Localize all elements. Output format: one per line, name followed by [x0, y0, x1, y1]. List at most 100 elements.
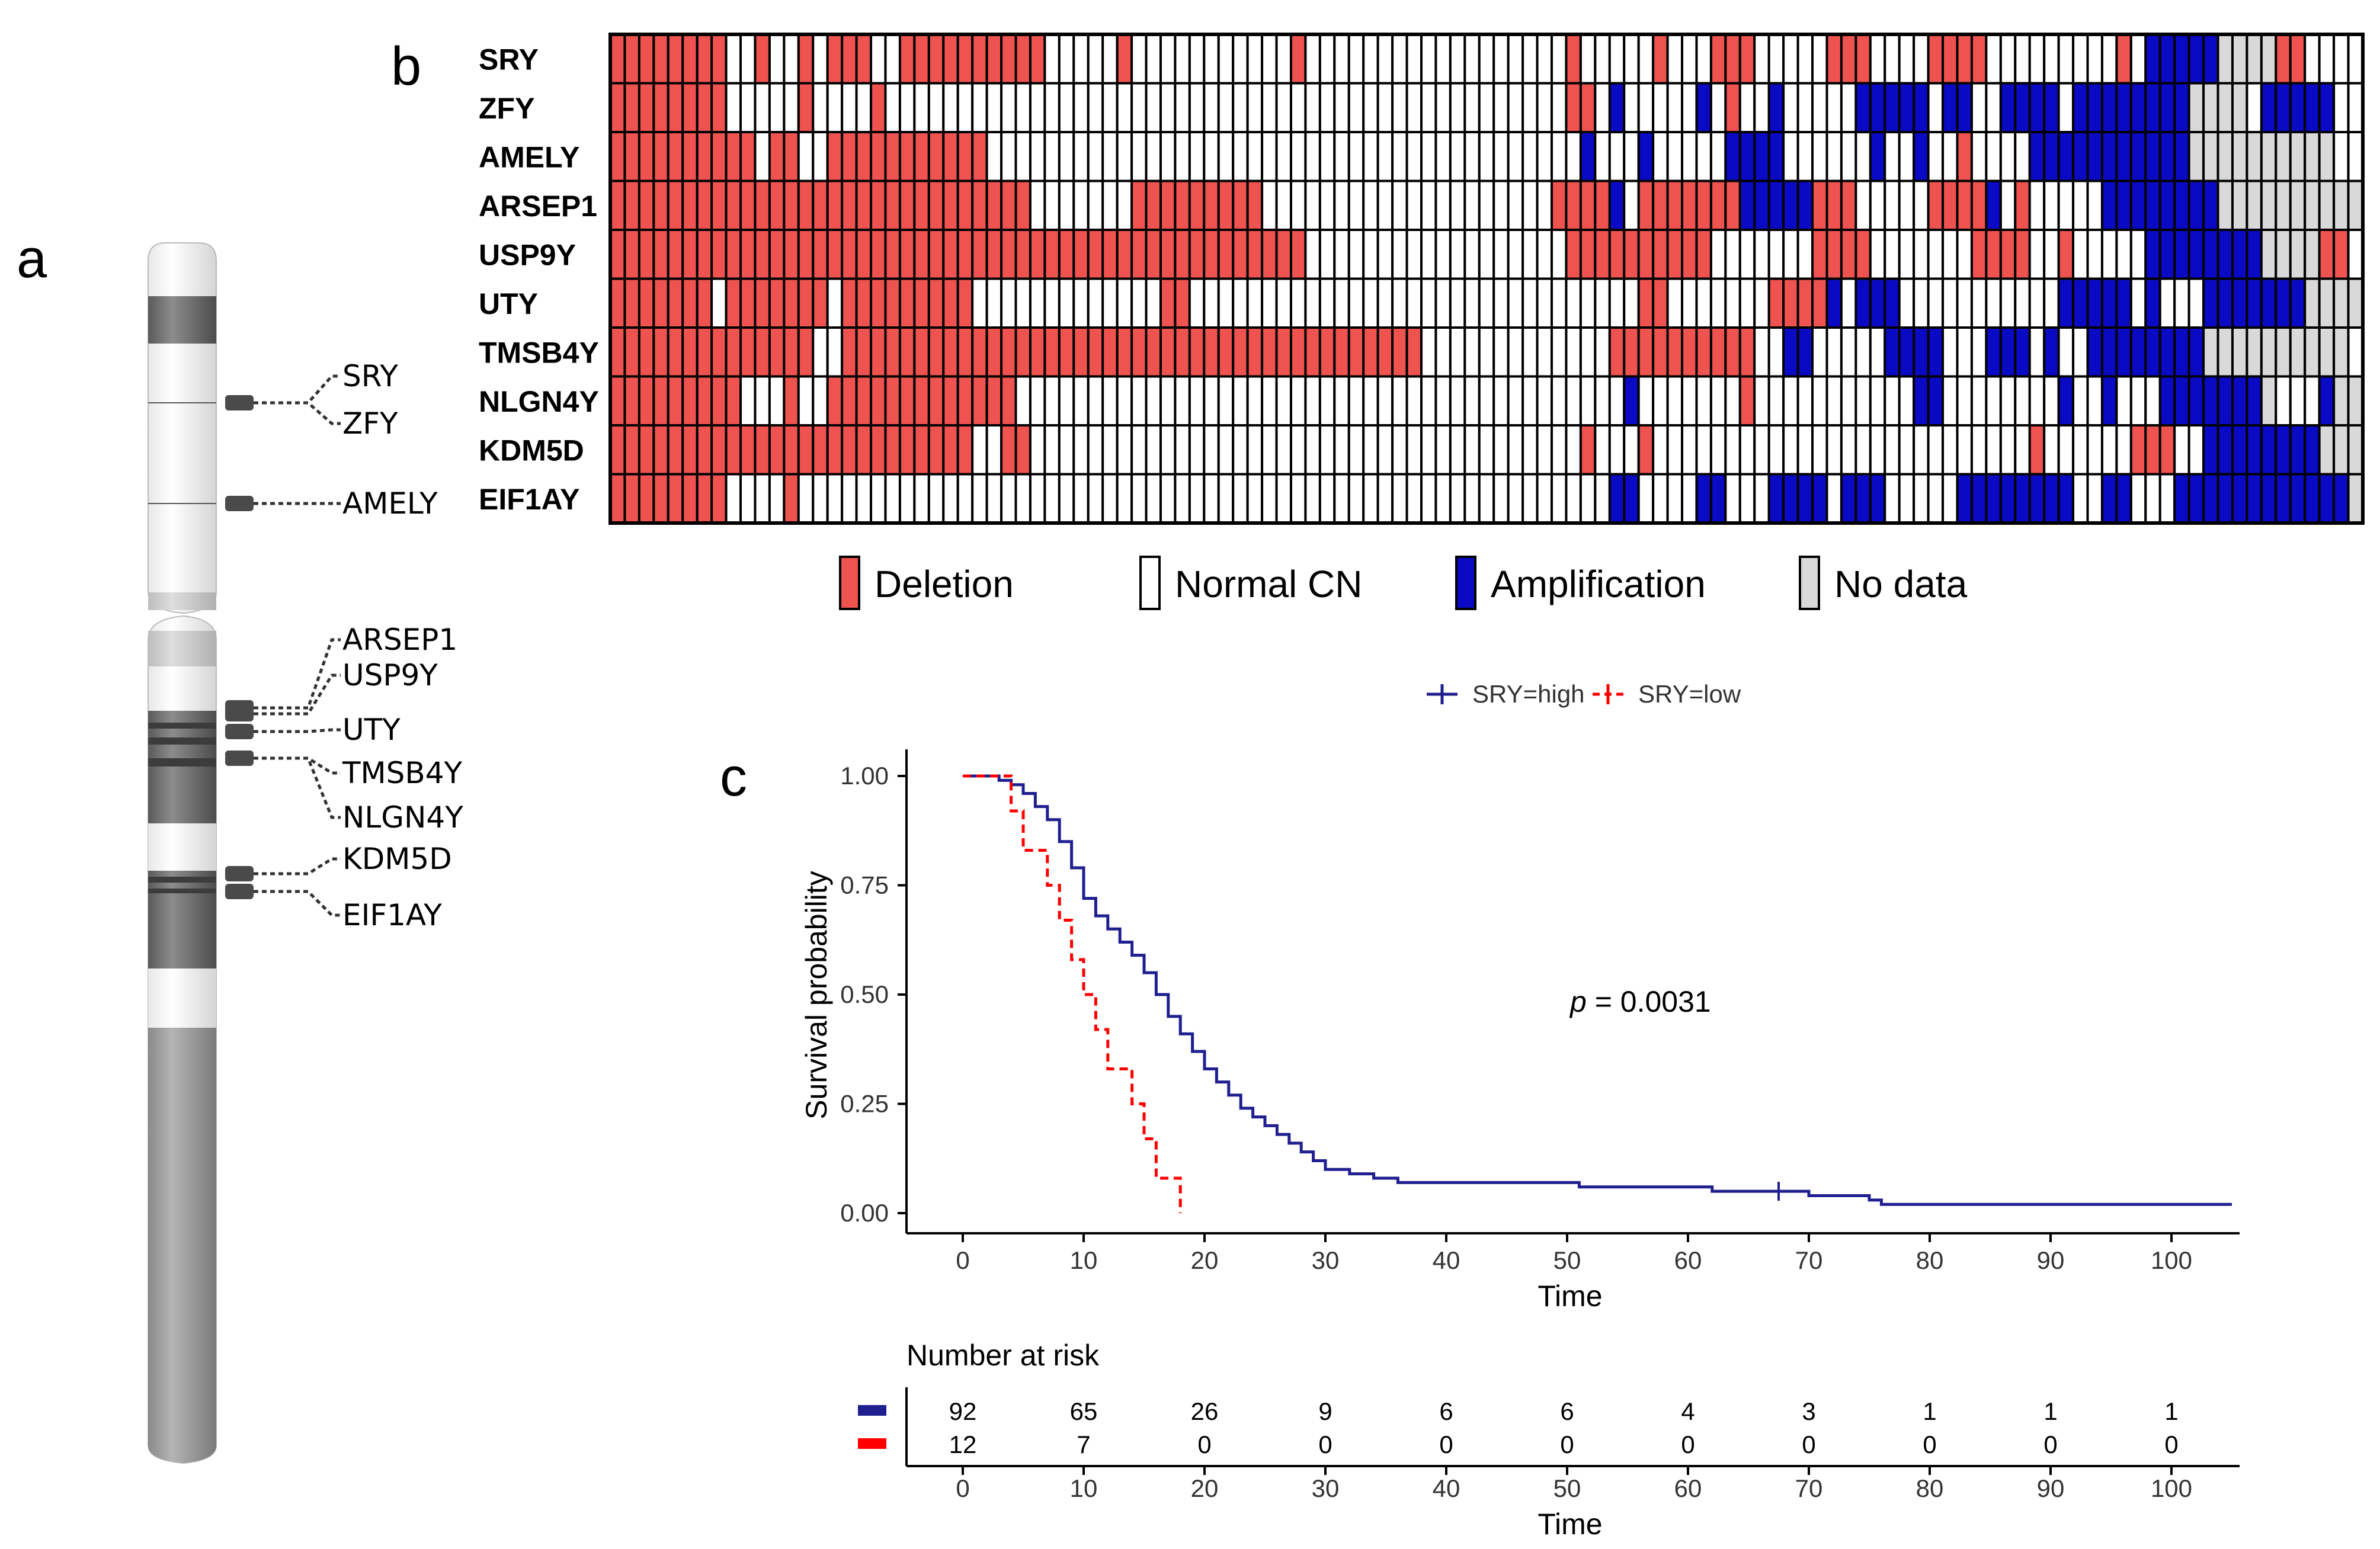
heatmap-cell: [2115, 131, 2132, 182]
heatmap-cell: [797, 424, 815, 476]
heatmap-cell: [1217, 229, 1235, 280]
heatmap-cell: [1058, 424, 1075, 476]
band-p1: [148, 296, 216, 344]
marker-usp9y-icon: [225, 706, 254, 721]
heatmap-cell: [768, 179, 786, 231]
heatmap-cell: [1072, 229, 1090, 280]
heatmap-cell: [725, 424, 742, 476]
heatmap-cell: [797, 131, 815, 182]
risk-high-value: 3: [1802, 1397, 1815, 1425]
heatmap-cell: [1796, 473, 1814, 524]
x-tick-label: 70: [1795, 1246, 1823, 1274]
heatmap-cell: [1840, 131, 1857, 182]
heatmap-cell: [1652, 473, 1669, 524]
risk-x-tick-label: 30: [1312, 1474, 1340, 1502]
heatmap-cell: [2014, 424, 2031, 476]
heatmap-cell: [2304, 179, 2321, 231]
heatmap-cell: [1405, 229, 1423, 280]
heatmap-cell: [2318, 473, 2336, 524]
heatmap-cell: [870, 375, 887, 426]
connector-kdm5d: [254, 857, 341, 875]
heatmap-cell: [710, 424, 728, 476]
risk-low-value: 0: [2043, 1431, 2057, 1458]
marker-amely-icon: [225, 496, 254, 511]
risk-high-value: 6: [1560, 1397, 1574, 1425]
legend-label-amplification: Amplification: [1491, 563, 1706, 605]
p-value-label: p = 0.0031: [1569, 985, 1711, 1018]
idiogram-label-arsep1: ARSEP1: [342, 623, 457, 657]
legend-swatch-normal-cn: [1139, 556, 1161, 610]
idiogram-label-tmsb4y: TMSB4Y: [342, 756, 463, 790]
heatmap-cell: [652, 82, 670, 133]
heatmap-cell: [1681, 375, 1698, 426]
heatmap-cell: [1029, 179, 1046, 231]
panel-label-a: a: [17, 229, 47, 289]
heatmap-cell: [1869, 424, 1886, 476]
heatmap-cell: [1232, 375, 1249, 426]
marker-kdm5d-icon: [225, 866, 254, 881]
risk-x-tick-label: 20: [1191, 1474, 1219, 1502]
heatmap-cell: [1087, 473, 1104, 524]
y-tick-label: 1.00: [840, 762, 889, 790]
heatmap-cell: [2100, 229, 2118, 280]
heatmap-cell: [1681, 131, 1698, 182]
band-q4: [148, 737, 216, 745]
heatmap-cell: [1884, 277, 1901, 329]
heatmap-cell: [2129, 424, 2147, 476]
heatmap-cell: [1318, 229, 1336, 280]
risk-low-value: 0: [1802, 1431, 1815, 1458]
heatmap-cell: [2057, 473, 2075, 524]
heatmap-cell: [1058, 473, 1075, 524]
heatmap-cell: [1304, 179, 1321, 231]
risk-high-value: 92: [949, 1397, 977, 1425]
heatmap-cell: [1724, 179, 1741, 231]
x-tick-label: 100: [2151, 1246, 2192, 1274]
heatmap-cell: [913, 375, 930, 426]
heatmap-cell: [1188, 375, 1206, 426]
marker-nlgn4y-icon: [225, 751, 254, 766]
band-q9: [148, 889, 216, 893]
heatmap-cell: [2289, 277, 2307, 329]
risk-high-value: 4: [1681, 1397, 1694, 1425]
heatmap-row-label-amely: AMELY: [479, 140, 579, 174]
heatmap-cell: [826, 82, 844, 133]
heatmap-cell: [1709, 375, 1727, 426]
heatmap-cell: [1318, 473, 1336, 524]
heatmap-cell: [1782, 473, 1799, 524]
heatmap-cell: [826, 326, 844, 378]
risk-x-tick-label: 50: [1553, 1474, 1581, 1502]
risk-low-value: 12: [949, 1431, 977, 1458]
km-y-axis-title: Survival probability: [800, 871, 833, 1120]
heatmap-cell: [1087, 326, 1104, 378]
heatmap-cell: [2347, 131, 2365, 182]
heatmap-cell: [927, 277, 945, 329]
legend-swatch-deletion: [839, 556, 860, 610]
x-tick-label: 50: [1553, 1246, 1581, 1274]
heatmap-cell: [2158, 82, 2176, 133]
risk-x-tick-label: 40: [1433, 1474, 1460, 1502]
heatmap-cell: [812, 424, 829, 476]
idiogram-label-usp9y: USP9Y: [342, 658, 438, 692]
heatmap-cell: [1724, 82, 1741, 133]
heatmap-cell: [1608, 473, 1626, 524]
heatmap-cell: [1043, 277, 1061, 329]
band-q2: [148, 711, 216, 823]
heatmap-cell: [1014, 326, 1032, 378]
km-x-axis-title: Time: [1537, 1279, 1602, 1313]
heatmap-cell: [2318, 326, 2336, 378]
heatmap-cell: [1405, 326, 1423, 378]
heatmap-cell: [1811, 473, 1828, 524]
risk-low-value: 0: [1197, 1431, 1211, 1458]
heatmap-cell: [1420, 179, 1437, 231]
band-q6: [148, 823, 216, 871]
heatmap-cell: [1261, 277, 1278, 329]
risk-low-value: 7: [1077, 1431, 1090, 1458]
heatmap-cell: [783, 326, 800, 378]
heatmap-cell: [2028, 326, 2046, 378]
heatmap-cell: [1145, 229, 1162, 280]
risk-high-value: 1: [2043, 1397, 2057, 1425]
idiogram-label-eif1ay: EIF1AY: [342, 898, 442, 932]
y-tick-label: 0.00: [840, 1199, 889, 1227]
